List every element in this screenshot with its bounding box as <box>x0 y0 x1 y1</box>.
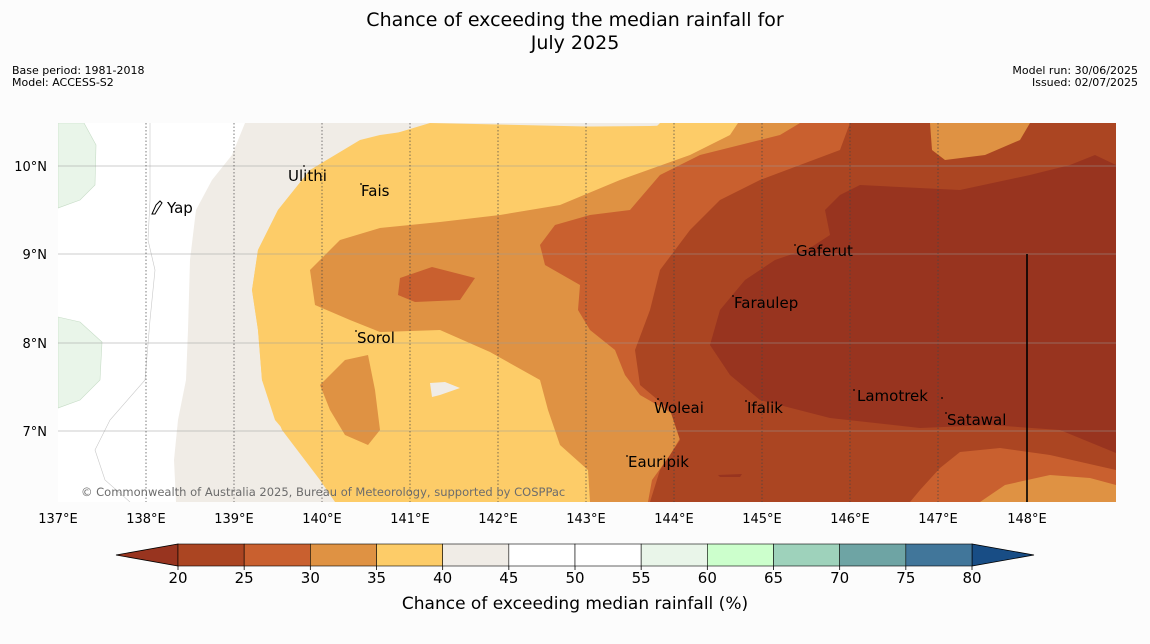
title-line-1: Chance of exceeding the median rainfall … <box>366 9 784 31</box>
colorbar-swatch-9 <box>773 543 840 567</box>
place-label-ifalik: Ifalik <box>747 399 783 417</box>
colorbar-under-arrow <box>115 543 179 567</box>
place-label-fais: Fais <box>361 182 390 200</box>
colorbar-tick-label-30: 30 <box>301 569 320 587</box>
colorbar-tick-label-75: 75 <box>896 569 915 587</box>
contour-30-35-ne <box>930 123 1030 160</box>
colorbar-tick-label-50: 50 <box>565 569 584 587</box>
contour-30-35-se <box>980 475 1116 502</box>
lat-label-9n: 9°N <box>23 248 48 263</box>
place-label-lamotrek: Lamotrek <box>857 387 928 405</box>
colorbar-tick-label-70: 70 <box>830 569 849 587</box>
lat-label-7n: 7°N <box>23 425 48 440</box>
lon-label-147e: 147°E <box>918 512 958 527</box>
issued-date: Issued: 02/07/2025 <box>1031 76 1138 89</box>
colorbar-swatch-5 <box>508 543 576 567</box>
place-label-woleai: Woleai <box>654 399 704 417</box>
lon-label-148e: 148°E <box>1007 512 1047 527</box>
lon-label-137e: 137°E <box>38 512 78 527</box>
place-label-sorol: Sorol <box>357 329 395 347</box>
colorbar-tick-label-25: 25 <box>235 569 254 587</box>
attribution-text: © Commonwealth of Australia 2025, Bureau… <box>81 485 565 499</box>
lon-label-140e: 140°E <box>302 512 342 527</box>
place-label-yap: Yap <box>166 199 193 217</box>
model-name: Model: ACCESS-S2 <box>12 76 114 89</box>
base-period: Base period: 1981-2018 <box>12 64 145 77</box>
meta-right: Model run: 30/06/2025 Issued: 02/07/2025 <box>1012 65 1138 89</box>
lat-label-8n: 8°N <box>23 337 48 352</box>
place-label-satawal: Satawal <box>947 411 1006 429</box>
colorbar-swatch-1 <box>243 543 311 567</box>
colorbar-over-arrow <box>971 543 1035 567</box>
colorbar-tick-label-45: 45 <box>499 569 518 587</box>
longitude-labels: 137°E 138°E 139°E 140°E 141°E 142°E 143°… <box>38 512 1047 527</box>
rainfall-map-area <box>58 123 1116 502</box>
lon-label-144e: 144°E <box>654 512 694 527</box>
contour-sliver <box>718 474 742 477</box>
colorbar-tick-label-20: 20 <box>168 569 187 587</box>
title-line-2: July 2025 <box>530 32 620 54</box>
model-run: Model run: 30/06/2025 <box>1012 64 1138 77</box>
colorbar-swatch-10 <box>839 543 907 567</box>
contour-55-60-north <box>58 123 97 209</box>
lon-label-141e: 141°E <box>390 512 430 527</box>
lat-label-10n: 10°N <box>14 160 47 175</box>
colorbar-tick-label-60: 60 <box>698 569 717 587</box>
contour-40-45-pocket <box>430 382 460 397</box>
lon-label-139e: 139°E <box>214 512 254 527</box>
meta-left: Base period: 1981-2018 Model: ACCESS-S2 <box>12 65 144 89</box>
lon-label-142e: 142°E <box>478 512 518 527</box>
contour-below-20 <box>710 155 1116 453</box>
colorbar-tick-label-55: 55 <box>632 569 651 587</box>
lon-label-145e: 145°E <box>742 512 782 527</box>
colorbar-swatch-2 <box>310 543 377 567</box>
place-label-gaferut: Gaferut <box>796 242 853 260</box>
lon-label-143e: 143°E <box>566 512 606 527</box>
contour-25-30-island <box>398 267 475 302</box>
place-label-ulithi: Ulithi <box>288 167 327 185</box>
colorbar-swatch-11 <box>905 543 973 567</box>
colorbar-swatch-6 <box>574 543 642 567</box>
contour-50-outline <box>94 123 156 502</box>
place-label-faraulep: Faraulep <box>734 294 798 312</box>
colorbar-title: Chance of exceeding median rainfall (%) <box>401 594 749 614</box>
place-labels: Ulithi Fais Yap Gaferut Faraulep Sorol L… <box>166 167 1006 471</box>
colorbar-swatch-3 <box>376 543 443 567</box>
yap-island-shape <box>151 200 163 215</box>
map-title: Chance of exceeding the median rainfall … <box>0 9 1150 55</box>
graticule <box>58 123 1116 502</box>
colorbar-swatch-8 <box>707 543 774 567</box>
place-label-eauripik: Eauripik <box>628 453 689 471</box>
colorbar-tick-label-35: 35 <box>367 569 386 587</box>
colorbar-tick-label-80: 80 <box>962 569 981 587</box>
colorbar: 20 25 30 35 40 45 50 55 60 65 70 75 80 <box>115 543 1035 587</box>
colorbar-tick-label-40: 40 <box>433 569 452 587</box>
colorbar-swatch-7 <box>640 543 708 567</box>
lon-label-138e: 138°E <box>126 512 166 527</box>
contour-55-60-south <box>58 316 103 409</box>
latitude-labels: 10°N 9°N 8°N 7°N <box>14 160 47 440</box>
place-markers <box>303 165 947 457</box>
colorbar-swatch-4 <box>442 543 510 567</box>
colorbar-swatch-0 <box>177 543 245 567</box>
colorbar-tick-label-65: 65 <box>764 569 783 587</box>
contour-30-35-island <box>320 355 380 445</box>
lon-label-146e: 146°E <box>830 512 870 527</box>
